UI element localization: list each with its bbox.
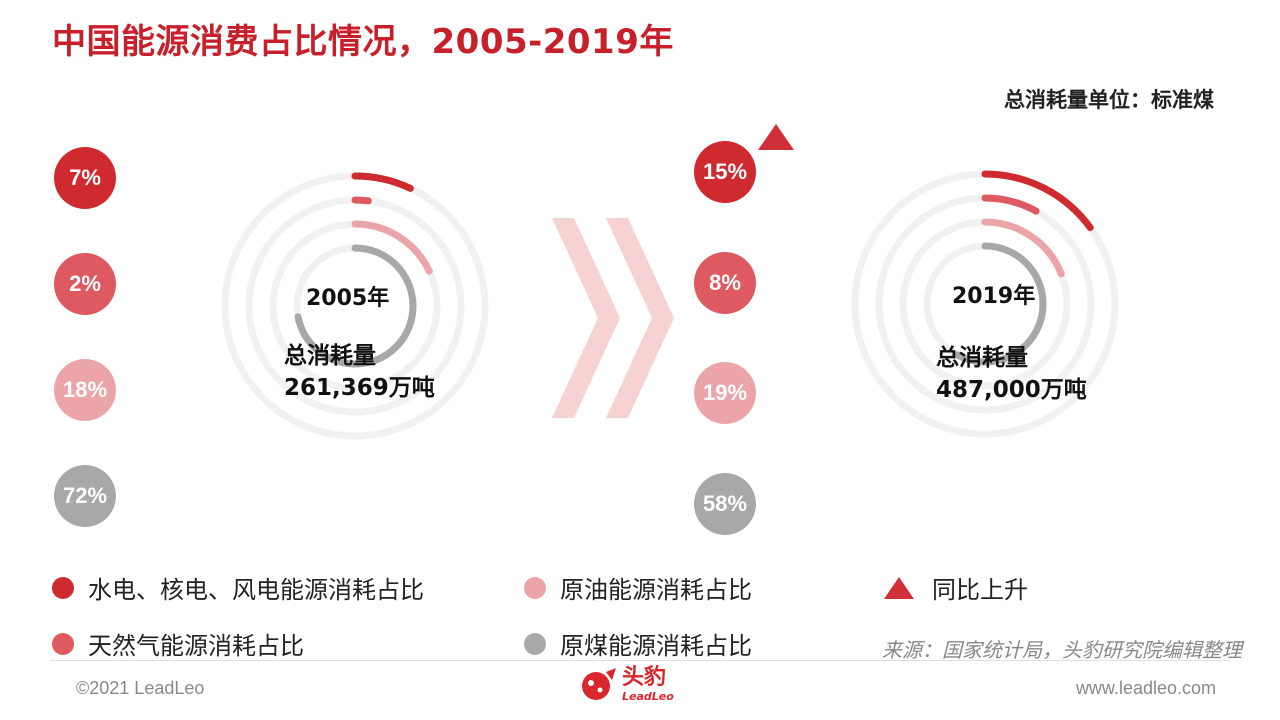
leopard-logo-icon <box>582 668 616 700</box>
bubble-2005-gas: 2% <box>54 253 116 315</box>
footer-divider <box>50 660 1230 661</box>
page-title: 中国能源消费占比情况，2005-2019年 <box>52 22 674 62</box>
logo-text-en: LeadLeo <box>622 689 674 703</box>
legend-oil: 原油能源消耗占比 <box>524 570 752 605</box>
ring-arc-oil <box>351 220 433 275</box>
legend-label-gas: 天然气能源消耗占比 <box>88 632 304 660</box>
bubble-2019-coal: 58% <box>694 473 756 535</box>
legend-hydro: 水电、核电、风电能源消耗占比 <box>52 570 424 605</box>
logo-text-cn: 头豹 <box>622 664 667 690</box>
ring-arc-hydro <box>981 170 1094 232</box>
ring-arc-hydro <box>351 172 414 192</box>
legend-dot-hydro <box>52 576 74 599</box>
total-label-2019: 总消耗量 <box>936 345 1028 371</box>
year-label-2019: 2019年 <box>952 284 1036 309</box>
legend-dot-coal <box>524 632 546 655</box>
bubble-2005-oil: 18% <box>54 359 116 421</box>
legend-label-hydro: 水电、核电、风电能源消耗占比 <box>88 576 424 604</box>
bubble-2019-oil: 19% <box>694 362 756 424</box>
total-value-2019: 487,000万吨 <box>936 377 1087 403</box>
radial-chart-2019 <box>851 170 1119 438</box>
legend-label-oil: 原油能源消耗占比 <box>560 576 752 604</box>
total-label-2005: 总消耗量 <box>284 343 376 369</box>
footer-copyright: ©2021 LeadLeo <box>76 678 205 698</box>
unit-note: 总消耗量单位：标准煤 <box>1004 88 1214 112</box>
year-label-2005: 2005年 <box>306 286 390 311</box>
bubble-2005-hydro: 7% <box>54 147 116 209</box>
legend-dot-oil <box>524 576 546 599</box>
legend-up-triangle-icon <box>884 576 914 599</box>
ring-arc-coal <box>294 244 417 368</box>
ring-arc-gas <box>351 196 372 205</box>
source-note: 来源：国家统计局，头豹研究院编辑整理 <box>882 638 1242 662</box>
radial-chart-2005 <box>221 172 489 440</box>
trend-up-icon <box>758 124 794 150</box>
legend-label-up: 同比上升 <box>932 576 1028 604</box>
bubble-2005-coal: 72% <box>54 465 116 527</box>
bubble-2019-gas: 8% <box>694 252 756 314</box>
legend-gas: 天然气能源消耗占比 <box>52 626 304 661</box>
ring-arc-oil <box>981 218 1065 278</box>
legend-dot-gas <box>52 632 74 655</box>
footer-website: www.leadleo.com <box>1075 678 1216 698</box>
bubble-2019-hydro: 15% <box>694 141 756 203</box>
legend-coal: 原煤能源消耗占比 <box>524 626 752 661</box>
legend-label-coal: 原煤能源消耗占比 <box>560 632 752 660</box>
chevron-arrow-icon <box>552 218 674 418</box>
leadleo-logo: 头豹 LeadLeo <box>578 664 674 704</box>
ring-arc-gas <box>981 194 1040 215</box>
legend-up: 同比上升 <box>884 570 1028 605</box>
total-value-2005: 261,369万吨 <box>284 375 435 401</box>
ring-arc-coal <box>953 242 1047 366</box>
